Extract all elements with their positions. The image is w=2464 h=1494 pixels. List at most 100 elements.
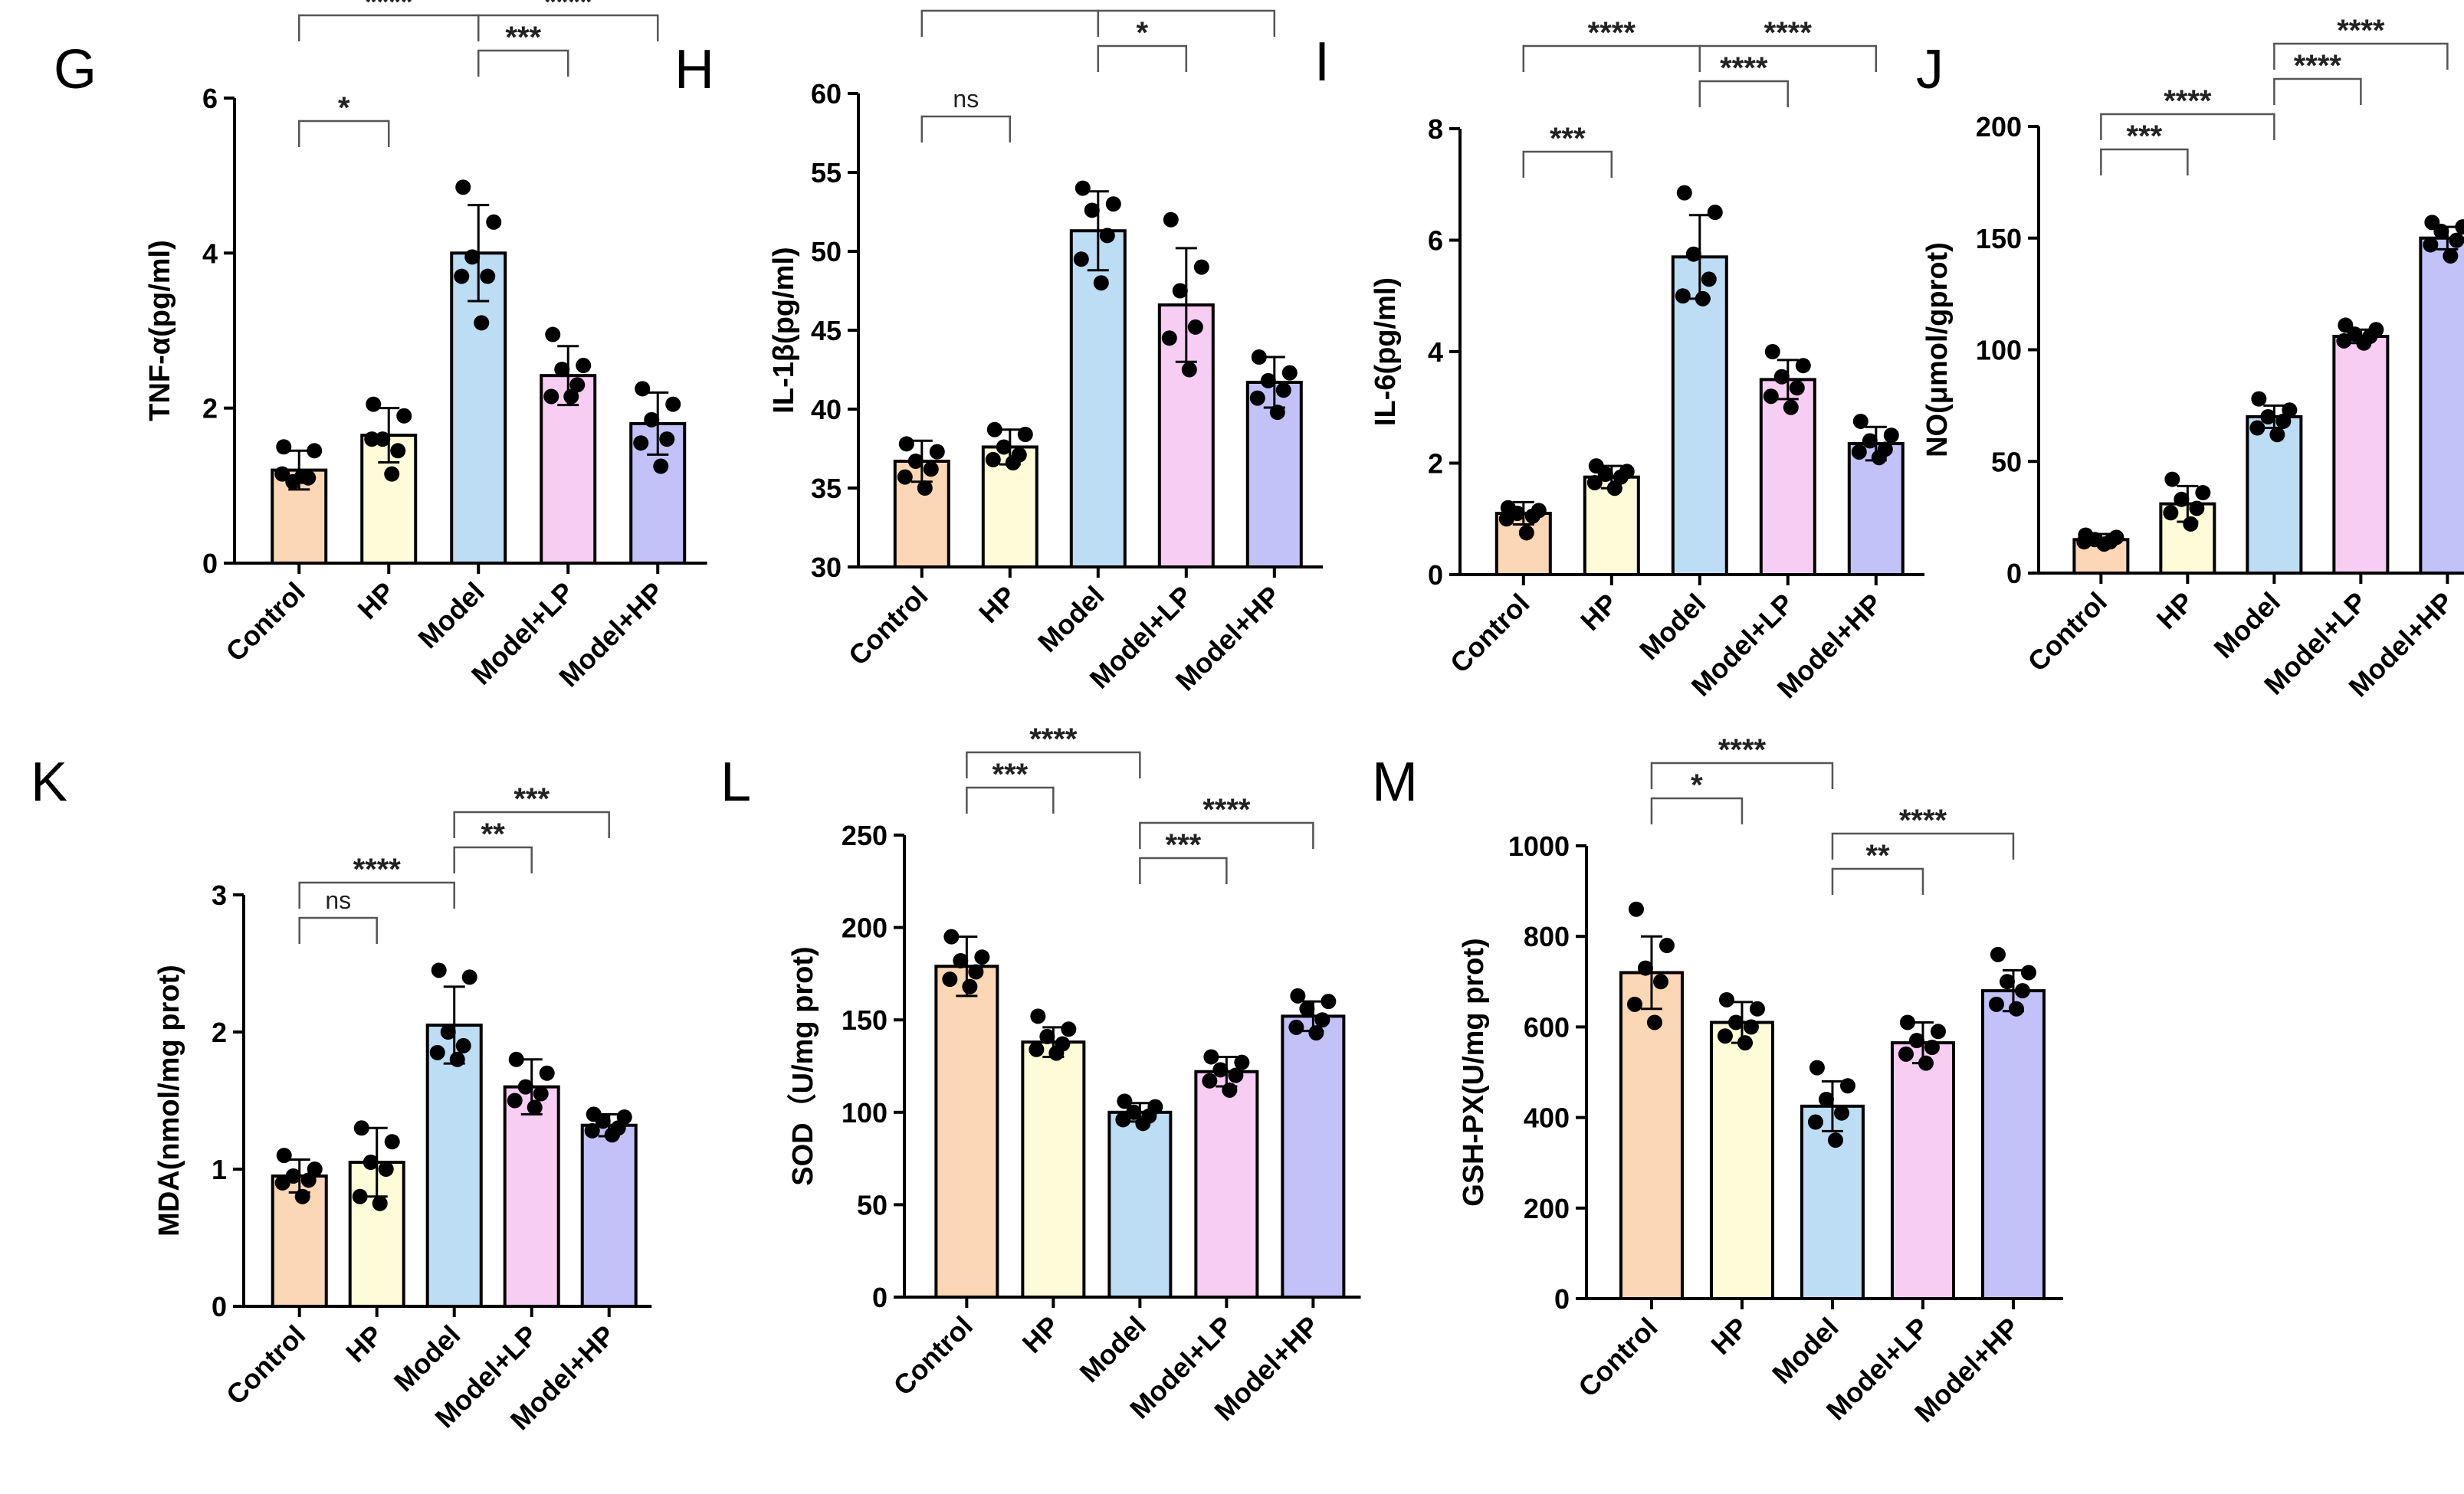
data-point: [1203, 1049, 1219, 1065]
significance-label: ****: [2164, 84, 2212, 118]
significance-label: ****: [986, 0, 1035, 15]
data-point: [2183, 516, 2199, 532]
bar: [1021, 1040, 1086, 1299]
data-point: [1299, 1001, 1315, 1017]
data-point: [962, 978, 978, 994]
data-point: [1676, 185, 1692, 201]
y-tick-label: 400: [1524, 1102, 1570, 1134]
data-point: [390, 443, 406, 459]
bar: [1847, 442, 1905, 576]
data-point: [1685, 246, 1701, 262]
data-point: [1628, 901, 1644, 917]
data-point: [1764, 344, 1780, 359]
data-point: [665, 396, 681, 412]
data-point: [1930, 1024, 1946, 1040]
data-point: [1763, 388, 1779, 405]
data-point: [1999, 974, 2015, 990]
significance-bracket: [297, 14, 480, 41]
data-point: [1783, 399, 1799, 415]
x-tick-label: Model: [1766, 1312, 1845, 1391]
data-point: [1202, 1073, 1218, 1089]
y-axis-label: GSH-PX(U/mg prot): [1458, 938, 1490, 1206]
significance-label: ****: [1899, 804, 1947, 837]
data-point: [1871, 450, 1887, 466]
bar: [934, 965, 999, 1299]
x-tick-label: Control: [219, 576, 310, 667]
x-tick-label: Control: [887, 1310, 979, 1401]
data-point: [1743, 1019, 1759, 1035]
data-point: [1701, 271, 1717, 287]
data-point: [1005, 455, 1021, 471]
data-point: [1606, 480, 1622, 496]
significance-label: ****: [1764, 16, 1813, 50]
significance-label: ***: [1550, 122, 1586, 156]
data-point: [276, 1148, 292, 1164]
data-point: [604, 1127, 620, 1143]
data-point: [2449, 232, 2464, 248]
data-point: [1073, 251, 1089, 267]
bar: [1194, 1070, 1259, 1299]
y-tick-label: 200: [1524, 1193, 1570, 1224]
data-point: [378, 1161, 394, 1177]
data-point: [2423, 237, 2439, 253]
data-point: [1275, 382, 1291, 398]
significance-label: *: [338, 91, 350, 125]
bar: [425, 1024, 483, 1309]
panel-letter: L: [720, 752, 751, 813]
y-tick-label: 2: [212, 1017, 227, 1048]
significance-bracket: [1698, 80, 1790, 107]
significance-bracket: [2273, 42, 2449, 70]
data-point: [898, 436, 914, 452]
data-point: [1193, 259, 1209, 275]
data-point: [1084, 202, 1100, 218]
data-point: [1749, 1001, 1765, 1017]
significance-label: ****: [544, 0, 592, 19]
x-tick-label: Model: [1633, 588, 1712, 667]
data-point: [539, 1065, 555, 1081]
significance-bracket: [1139, 821, 1314, 849]
data-point: [1883, 428, 1899, 444]
data-point: [584, 1122, 600, 1139]
significance-bracket: [1650, 797, 1744, 824]
significance-bracket: [966, 751, 1141, 778]
data-point: [2260, 408, 2276, 424]
data-point: [1833, 1105, 1849, 1121]
data-point: [461, 969, 477, 985]
data-point: [353, 1120, 369, 1136]
data-point: [1181, 362, 1197, 378]
bar: [450, 251, 507, 565]
data-point: [1117, 1093, 1133, 1109]
data-point: [276, 439, 292, 455]
data-point: [569, 377, 586, 393]
significance-bracket: [920, 115, 1012, 143]
data-point: [1659, 938, 1675, 954]
data-point: [1675, 288, 1691, 304]
data-point: [2076, 534, 2092, 550]
data-point: [968, 964, 984, 980]
data-point: [2251, 391, 2267, 407]
data-point: [1093, 275, 1109, 291]
bar: [2419, 236, 2464, 575]
data-point: [1161, 330, 1177, 346]
y-tick-label: 0: [212, 1291, 227, 1322]
significance-label: ****: [1588, 16, 1636, 50]
data-point: [1695, 290, 1711, 306]
significance-label: ****: [1202, 793, 1251, 827]
data-point: [986, 421, 1002, 437]
significance-bracket: [1522, 150, 1613, 178]
data-point: [384, 466, 400, 482]
data-point: [1988, 996, 2004, 1012]
data-point: [595, 1113, 611, 1129]
data-point: [2433, 224, 2449, 240]
y-tick-label: 8: [1428, 113, 1443, 145]
data-point: [431, 962, 447, 978]
data-point: [1048, 1045, 1065, 1061]
y-tick-label: 1: [212, 1154, 227, 1185]
y-tick-label: 40: [811, 394, 842, 425]
data-point: [1290, 988, 1306, 1004]
y-tick-label: 50: [857, 1189, 887, 1220]
significance-bracket: [298, 916, 378, 944]
panel-letter: G: [54, 39, 97, 100]
